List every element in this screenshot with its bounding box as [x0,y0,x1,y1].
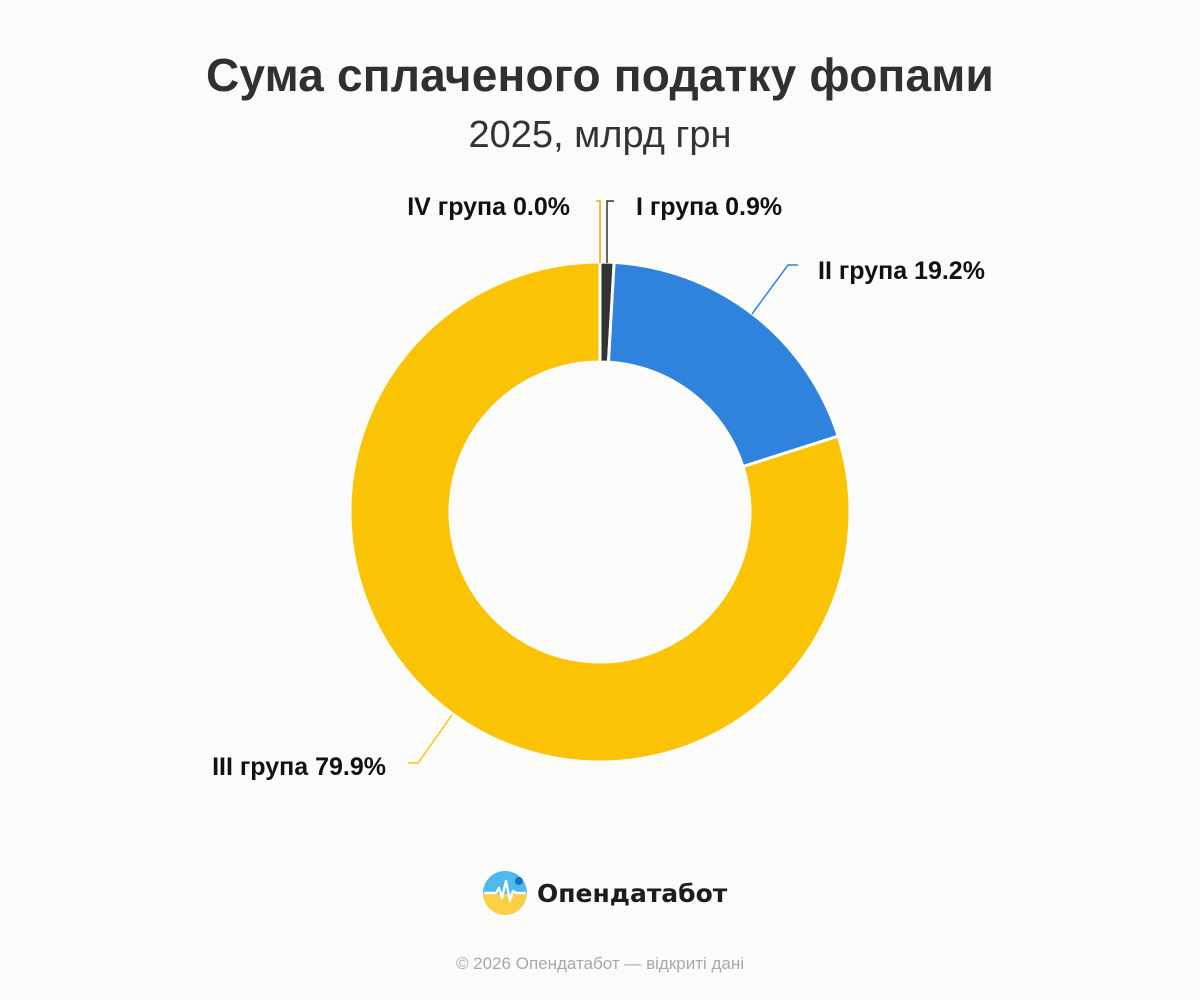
slice-label-2: II група 19.2% [818,257,985,285]
slice-label-0: IV група 0.0% [407,193,570,221]
opendatabot-logo-icon [483,871,527,915]
slice-ii-group-2 [606,260,840,469]
leader-line-0 [596,200,601,263]
slices-layer [348,260,852,764]
labels-layer: IV група 0.0% I група 0.9% II група 19.2% I… [212,193,985,781]
brand-name: Опендатабот [537,878,728,908]
chart-subtitle: 2025, млрд грн [468,114,732,156]
slice-label-3: III група 79.9% [212,753,386,781]
leader-line-2 [751,264,798,315]
copyright-text: © 2026 Опендатабот — відкриті дані [455,954,745,973]
leader-line-3 [408,714,453,764]
leader-line-1 [606,200,614,263]
slice-label-1: I група 0.9% [636,193,782,221]
leader-lines-layer [408,200,798,764]
brand: Опендатабот [483,870,727,916]
slice-iii-group-3 [348,260,852,764]
chart-title: Сума сплаченого податку фопами [206,49,994,101]
